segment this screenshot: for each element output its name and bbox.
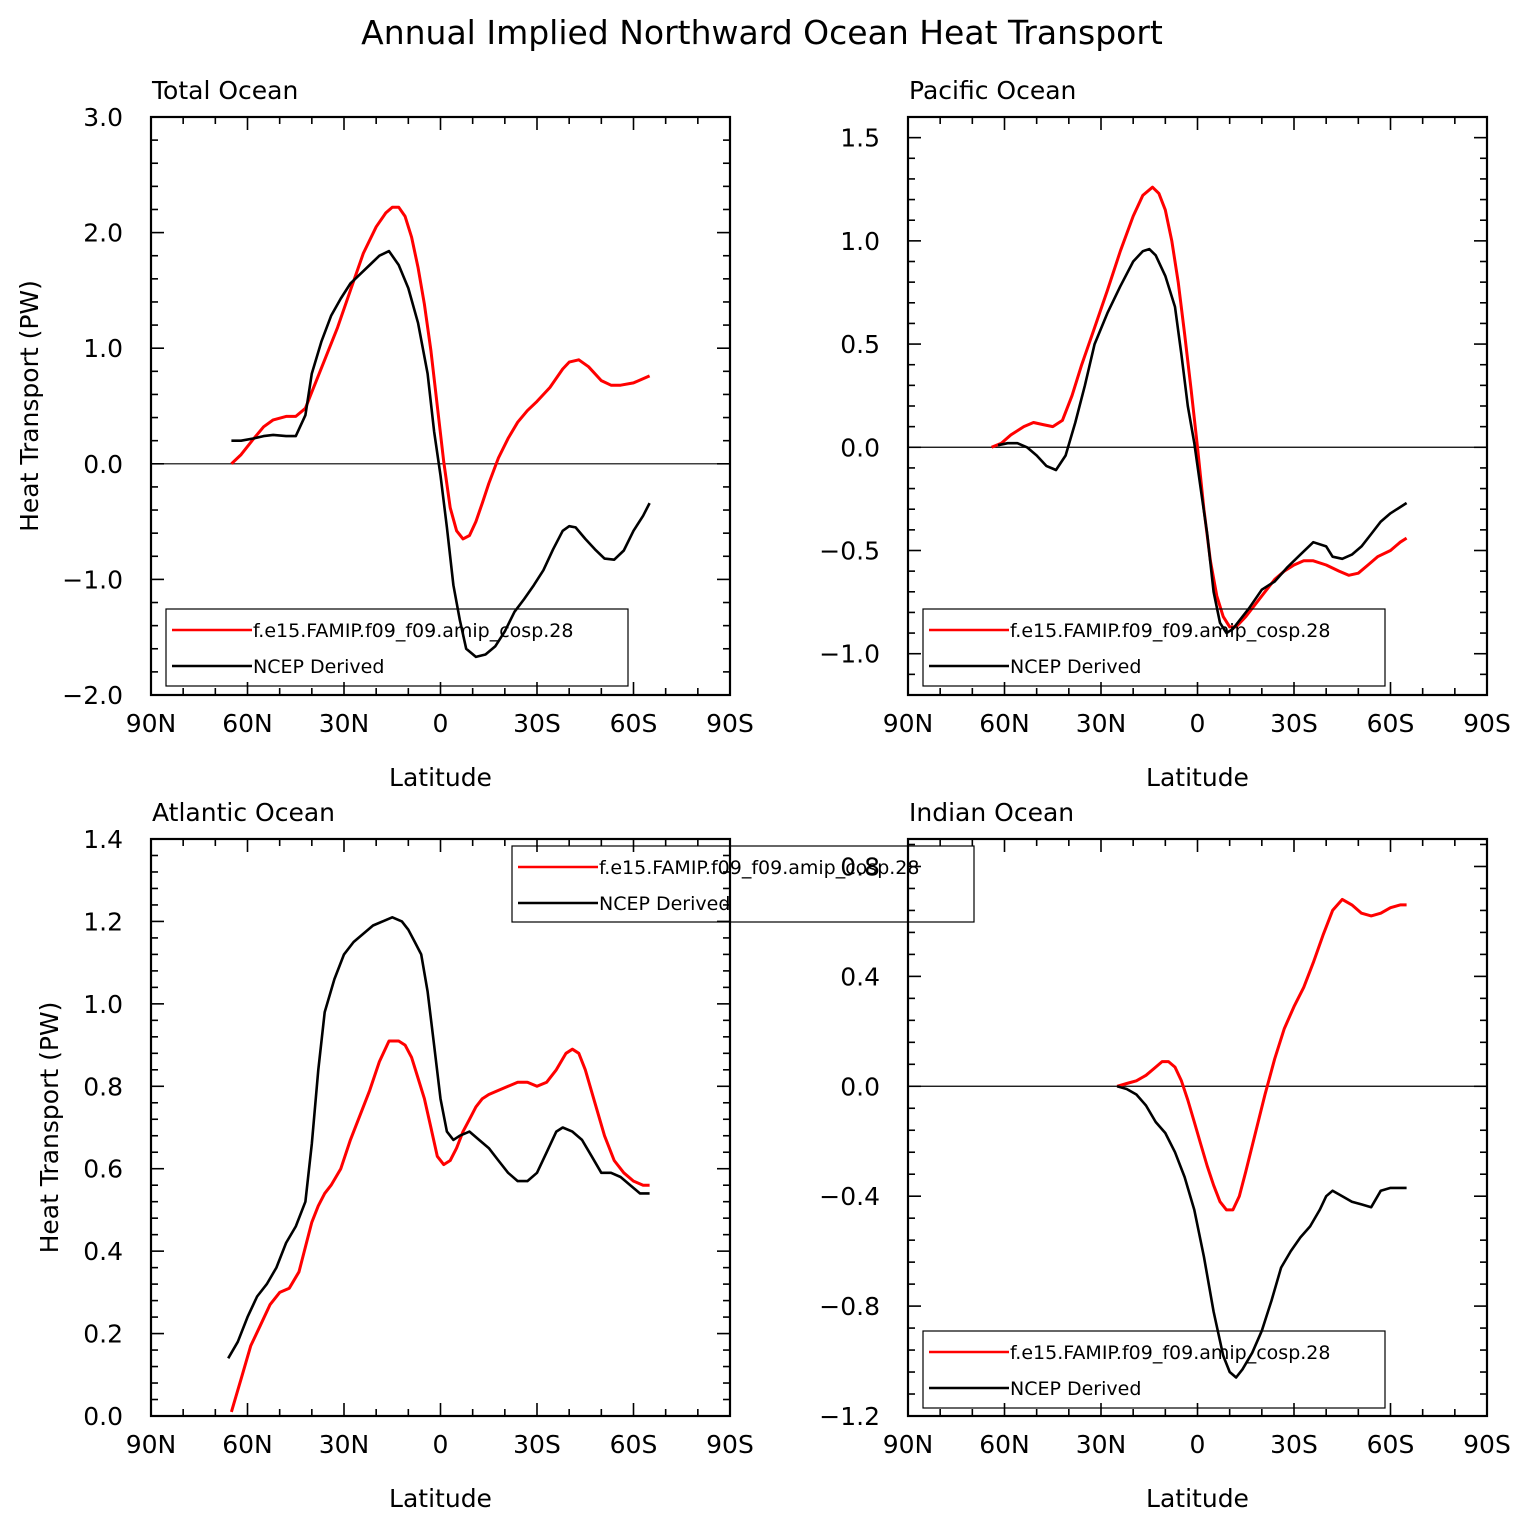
x-axis-label: Latitude — [1146, 1484, 1249, 1513]
panel-2: 90N 60N 30N 0 30S 60S 90S 0.0 0.2 0.4 0.6 0.8 1.0 1.2… — [35, 798, 975, 1513]
y-tick-label: 0.0 — [840, 1072, 880, 1101]
y-tick-label: −0.5 — [819, 537, 880, 566]
legend: f.e15.FAMIP.f09_f09.amip_cosp.28 NCEP Der… — [922, 608, 1386, 687]
x-tick-label: 90S — [1463, 709, 1511, 738]
y-tick-label: 1.4 — [83, 825, 123, 854]
legend-box — [165, 608, 629, 687]
series-obs-line — [997, 247, 1408, 635]
y-tick-label: 0.6 — [83, 1155, 123, 1184]
legend: f.e15.FAMIP.f09_f09.amip_cosp.28 NCEP Der… — [165, 608, 629, 687]
x-tick-label: 90S — [1463, 1430, 1511, 1459]
y-tick-label: 1.2 — [83, 907, 123, 936]
y-tick-label: 0.8 — [83, 1072, 123, 1101]
legend-label-model: f.e15.FAMIP.f09_f09.amip_cosp.28 — [599, 857, 919, 879]
y-axis-label: Heat Transport (PW) — [35, 1002, 64, 1254]
x-tick-label: 90N — [883, 709, 934, 738]
y-tick-label: −1.0 — [819, 640, 880, 669]
y-tick-label: 1.0 — [83, 334, 123, 363]
x-tick-label: 60N — [222, 709, 273, 738]
series-obs-line — [227, 915, 650, 1359]
x-tick-label: 90S — [706, 709, 754, 738]
legend-box — [922, 608, 1386, 687]
plot-frame — [906, 115, 1489, 697]
panels: 90N 60N 30N 0 30S 60S 90S −2.0 −1.0 0.0 1.0 2.0 3.0 T… — [15, 76, 1511, 1513]
legend-label-obs: NCEP Derived — [253, 656, 384, 678]
legend-label-obs: NCEP Derived — [1010, 656, 1141, 678]
legend-box — [922, 1330, 1386, 1409]
panel-title: Total Ocean — [151, 76, 298, 105]
x-tick-label: 0 — [1190, 1430, 1206, 1459]
panel-title: Pacific Ocean — [909, 76, 1076, 105]
x-tick-label: 60S — [610, 709, 658, 738]
x-tick-label: 30S — [513, 1430, 561, 1459]
x-tick-label: 0 — [433, 1430, 449, 1459]
y-tick-label: 0.4 — [83, 1237, 123, 1266]
x-axis-label: Latitude — [389, 763, 492, 792]
series-obs-line — [1116, 1085, 1407, 1379]
panel-title: Atlantic Ocean — [152, 798, 335, 827]
series-model-line — [230, 205, 651, 541]
y-tick-label: 0.8 — [840, 852, 880, 881]
legend: f.e15.FAMIP.f09_f09.amip_cosp.28 NCEP Der… — [922, 1330, 1386, 1409]
y-tick-label: 2.0 — [83, 219, 123, 248]
y-tick-label: −2.0 — [62, 681, 123, 710]
x-tick-label: 30N — [1076, 1430, 1127, 1459]
y-tick-label: 1.0 — [840, 227, 880, 256]
x-tick-label: 30N — [319, 709, 370, 738]
legend-box — [511, 845, 975, 923]
panel-0: 90N 60N 30N 0 30S 60S 90S −2.0 −1.0 0.0 1.0 2.0 3.0 T… — [15, 76, 754, 792]
x-tick-label: 60N — [979, 709, 1030, 738]
y-tick-label: 0.4 — [840, 962, 880, 991]
x-tick-label: 60N — [979, 1430, 1030, 1459]
series-model-line — [1116, 897, 1407, 1212]
plot-frame — [149, 115, 732, 697]
x-tick-label: 90N — [126, 709, 177, 738]
y-axis-label: Heat Transport (PW) — [15, 280, 44, 532]
y-tick-label: −1.0 — [62, 565, 123, 594]
x-tick-label: 30N — [1076, 709, 1127, 738]
panel-title: Indian Ocean — [909, 798, 1074, 827]
legend: f.e15.FAMIP.f09_f09.amip_cosp.28 NCEP Der… — [511, 845, 975, 923]
plot-frame — [906, 837, 1489, 1418]
panel-1: 90N 60N 30N 0 30S 60S 90S −1.0 −0.5 0.0 0.5 1.0 1.5 P… — [819, 76, 1511, 792]
y-tick-label: 0.0 — [83, 450, 123, 479]
figure-title: Annual Implied Northward Ocean Heat Tran… — [361, 13, 1163, 52]
y-tick-label: 0.5 — [840, 330, 880, 359]
y-tick-label: 0.2 — [83, 1320, 123, 1349]
y-tick-label: −0.4 — [819, 1182, 880, 1211]
x-tick-label: 90N — [883, 1430, 934, 1459]
y-tick-label: −0.8 — [819, 1292, 880, 1321]
x-tick-label: 90S — [706, 1430, 754, 1459]
x-tick-label: 60S — [610, 1430, 658, 1459]
panel-3: 90N 60N 30N 0 30S 60S 90S −1.2 −0.8 −0.4 0.0 0.4 0.8… — [819, 798, 1511, 1513]
x-tick-label: 90N — [126, 1430, 177, 1459]
x-axis-label: Latitude — [389, 1484, 492, 1513]
x-tick-label: 0 — [1190, 709, 1206, 738]
x-axis-label: Latitude — [1146, 763, 1249, 792]
series-model-line — [229, 1039, 650, 1413]
y-tick-label: 0.0 — [840, 433, 880, 462]
x-tick-label: 30N — [319, 1430, 370, 1459]
y-tick-label: 1.5 — [840, 124, 880, 153]
x-tick-label: 30S — [513, 709, 561, 738]
x-tick-label: 0 — [433, 709, 449, 738]
series-model-line — [991, 185, 1408, 629]
x-tick-label: 60S — [1367, 709, 1415, 738]
y-tick-label: 3.0 — [83, 103, 123, 132]
legend-label-model: f.e15.FAMIP.f09_f09.amip_cosp.28 — [253, 620, 573, 642]
x-tick-label: 30S — [1270, 709, 1318, 738]
series-obs-line — [231, 249, 651, 659]
y-tick-label: 1.0 — [83, 990, 123, 1019]
y-tick-label: −1.2 — [819, 1402, 880, 1431]
x-tick-label: 30S — [1270, 1430, 1318, 1459]
legend-label-model: f.e15.FAMIP.f09_f09.amip_cosp.28 — [1010, 1342, 1330, 1364]
legend-label-model: f.e15.FAMIP.f09_f09.amip_cosp.28 — [1010, 620, 1330, 642]
legend-label-obs: NCEP Derived — [599, 893, 730, 915]
x-tick-label: 60S — [1367, 1430, 1415, 1459]
y-tick-label: 0.0 — [83, 1402, 123, 1431]
plot-frame — [149, 837, 732, 1418]
x-tick-label: 60N — [222, 1430, 273, 1459]
legend-label-obs: NCEP Derived — [1010, 1378, 1141, 1400]
